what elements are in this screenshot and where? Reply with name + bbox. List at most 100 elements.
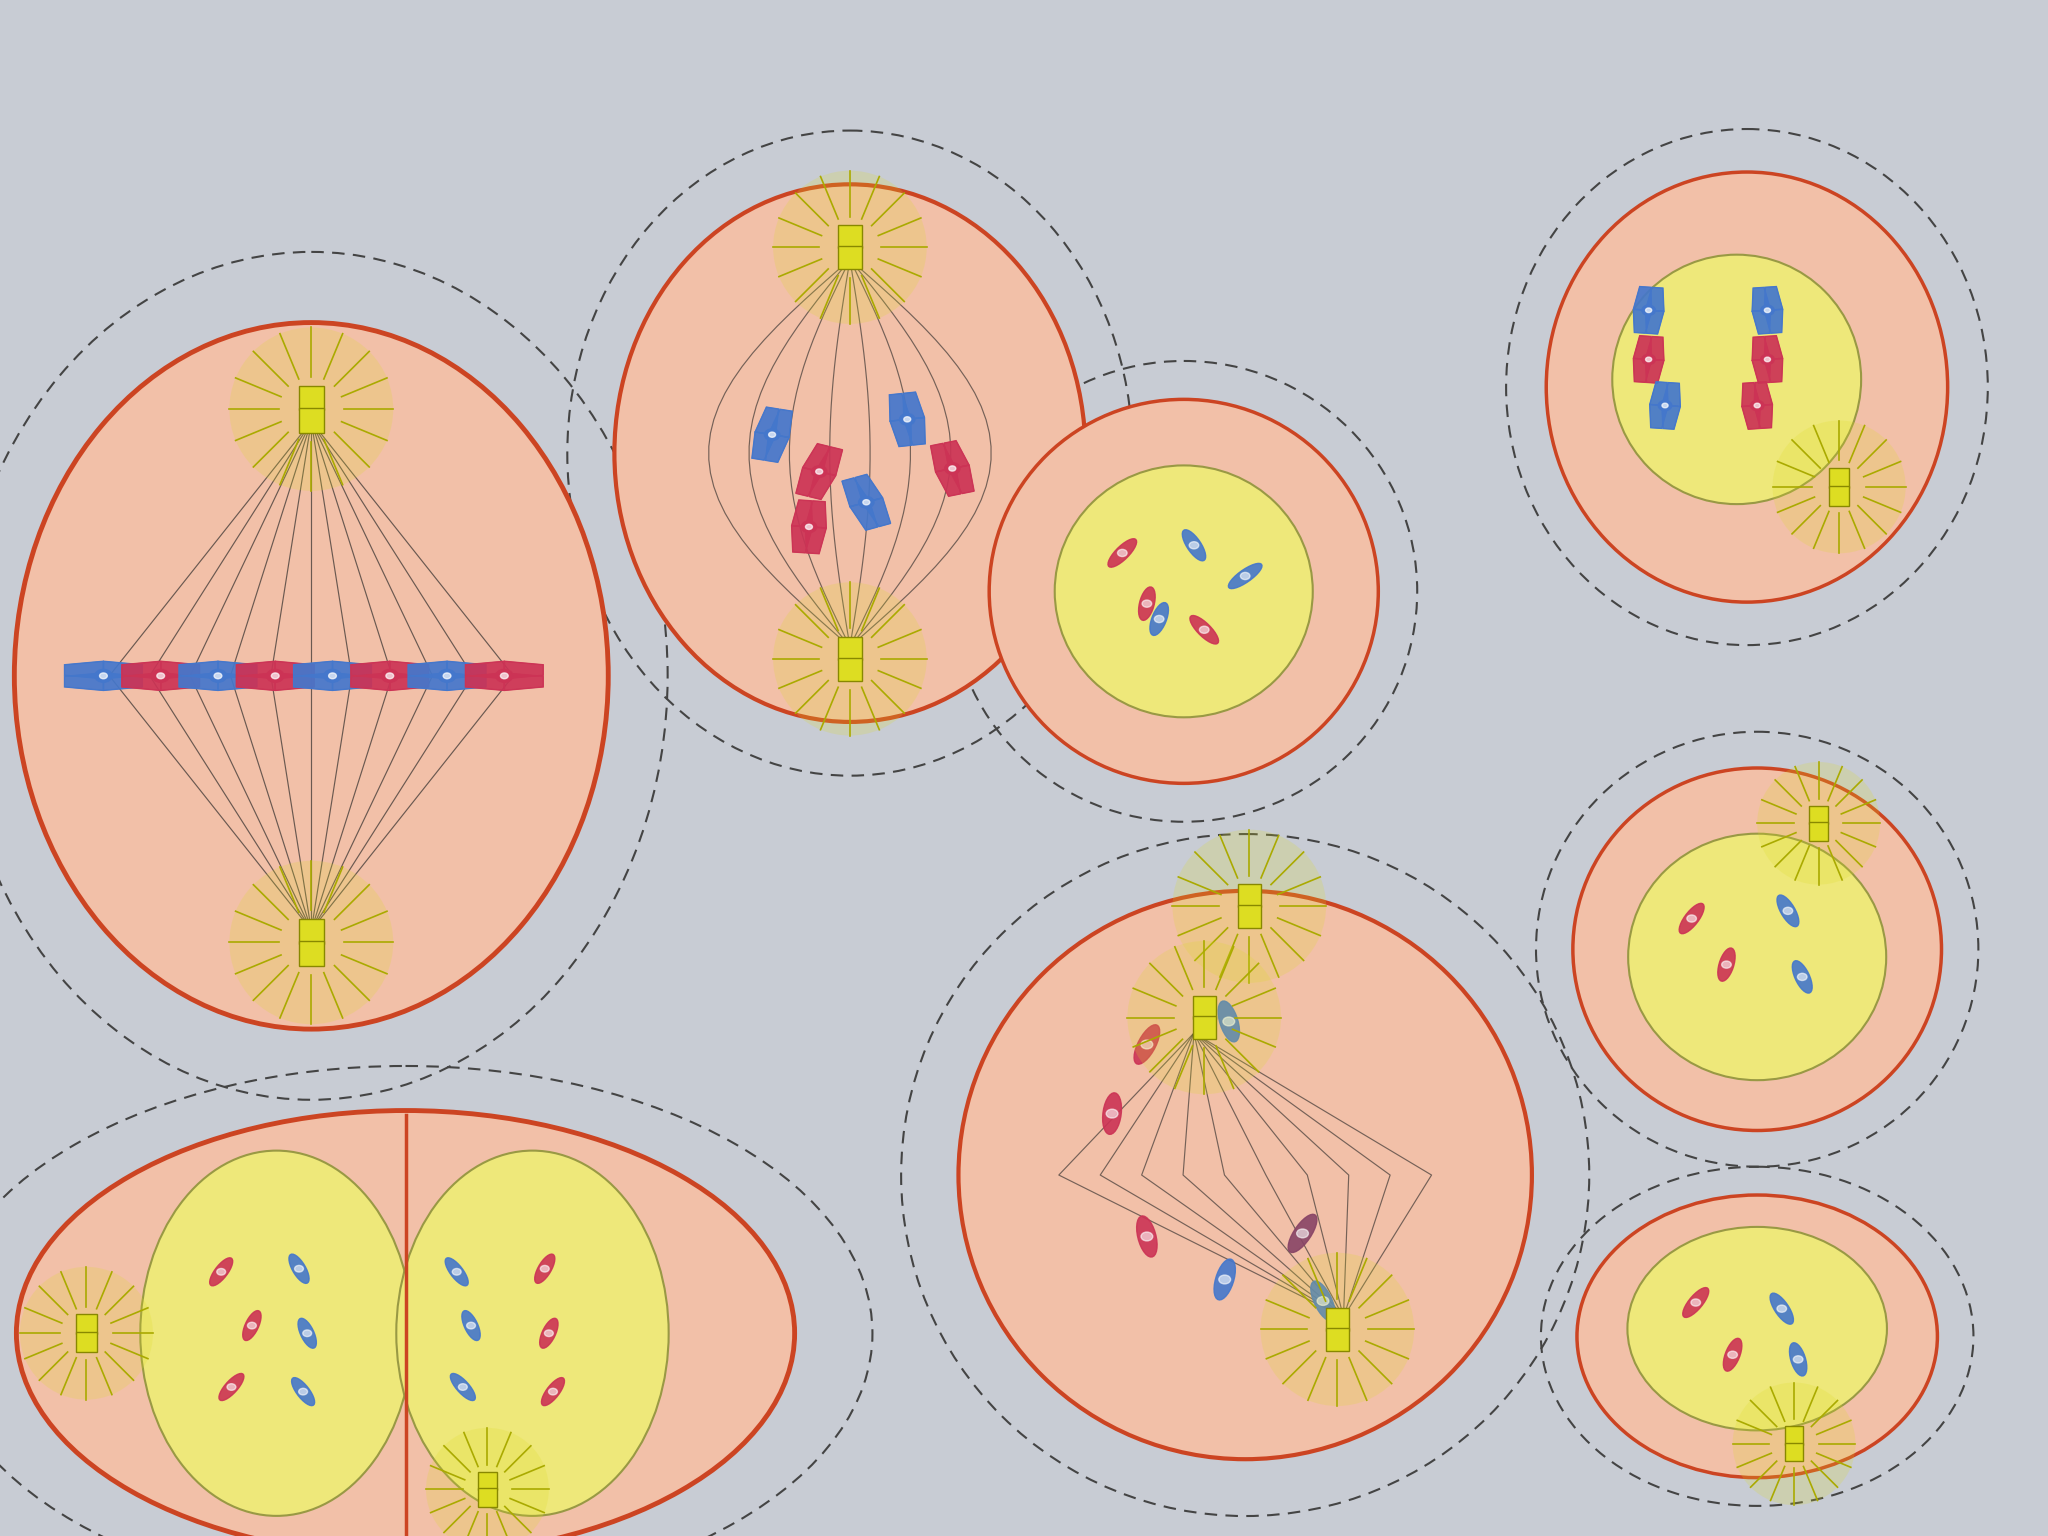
- Circle shape: [805, 524, 813, 530]
- Circle shape: [1798, 974, 1806, 980]
- Circle shape: [215, 673, 221, 679]
- Polygon shape: [856, 475, 883, 504]
- Polygon shape: [1182, 530, 1206, 561]
- Circle shape: [1317, 1296, 1329, 1306]
- Circle shape: [1647, 356, 1651, 362]
- Circle shape: [1200, 627, 1208, 633]
- Bar: [838, 657, 862, 680]
- Bar: [1808, 822, 1829, 840]
- Polygon shape: [1765, 358, 1782, 382]
- Circle shape: [152, 670, 170, 682]
- Circle shape: [1729, 1352, 1737, 1358]
- Polygon shape: [244, 1310, 260, 1341]
- Bar: [838, 637, 862, 660]
- Circle shape: [1784, 908, 1792, 914]
- Polygon shape: [1663, 382, 1679, 407]
- Circle shape: [209, 670, 227, 682]
- Polygon shape: [756, 407, 778, 435]
- Bar: [838, 246, 862, 269]
- Ellipse shape: [1577, 1195, 1937, 1478]
- Circle shape: [1141, 1232, 1153, 1241]
- Circle shape: [1223, 1017, 1235, 1026]
- Circle shape: [1155, 616, 1163, 622]
- Polygon shape: [1647, 310, 1663, 333]
- Ellipse shape: [16, 1111, 795, 1536]
- Polygon shape: [1679, 903, 1704, 934]
- Polygon shape: [1229, 564, 1262, 588]
- Polygon shape: [1149, 602, 1169, 636]
- Polygon shape: [504, 662, 543, 679]
- Circle shape: [858, 496, 874, 508]
- Circle shape: [158, 673, 164, 679]
- Ellipse shape: [1733, 1382, 1855, 1505]
- Ellipse shape: [1628, 1227, 1886, 1430]
- Polygon shape: [809, 470, 836, 499]
- Circle shape: [248, 1322, 256, 1329]
- Bar: [299, 409, 324, 433]
- Polygon shape: [446, 673, 485, 691]
- Polygon shape: [891, 419, 911, 447]
- Circle shape: [381, 670, 399, 682]
- Polygon shape: [332, 673, 371, 691]
- Polygon shape: [389, 662, 428, 679]
- Bar: [1325, 1307, 1350, 1330]
- Circle shape: [1751, 401, 1763, 410]
- Bar: [76, 1315, 96, 1335]
- Polygon shape: [408, 662, 446, 679]
- Polygon shape: [1102, 1092, 1122, 1135]
- Ellipse shape: [774, 170, 926, 324]
- Polygon shape: [121, 662, 160, 679]
- Polygon shape: [1137, 1217, 1157, 1256]
- Circle shape: [100, 673, 106, 679]
- Polygon shape: [293, 673, 332, 691]
- Polygon shape: [948, 465, 975, 493]
- Bar: [477, 1488, 498, 1507]
- Polygon shape: [1743, 406, 1759, 429]
- Polygon shape: [121, 673, 160, 691]
- Ellipse shape: [141, 1150, 414, 1516]
- Bar: [838, 226, 862, 249]
- Polygon shape: [1634, 287, 1651, 310]
- Polygon shape: [889, 393, 911, 421]
- Ellipse shape: [958, 891, 1532, 1459]
- Circle shape: [295, 1266, 303, 1272]
- Polygon shape: [463, 1310, 479, 1341]
- Polygon shape: [289, 1253, 309, 1284]
- Polygon shape: [541, 1378, 565, 1405]
- Circle shape: [801, 521, 817, 533]
- Circle shape: [1753, 402, 1759, 409]
- Circle shape: [1118, 550, 1126, 556]
- Polygon shape: [944, 441, 969, 468]
- Polygon shape: [160, 662, 199, 679]
- Polygon shape: [236, 662, 274, 679]
- Polygon shape: [350, 662, 389, 679]
- Polygon shape: [1135, 1025, 1159, 1064]
- Polygon shape: [66, 662, 102, 679]
- Circle shape: [299, 1389, 307, 1395]
- Polygon shape: [217, 662, 256, 679]
- Ellipse shape: [20, 1267, 154, 1399]
- Polygon shape: [217, 673, 256, 691]
- Polygon shape: [1634, 358, 1651, 382]
- Polygon shape: [102, 673, 143, 691]
- Polygon shape: [1718, 948, 1735, 982]
- Bar: [76, 1332, 96, 1352]
- Polygon shape: [1792, 960, 1812, 994]
- Polygon shape: [1663, 406, 1679, 429]
- Polygon shape: [1311, 1281, 1335, 1321]
- Ellipse shape: [1772, 421, 1905, 553]
- Bar: [1808, 806, 1829, 825]
- Ellipse shape: [774, 582, 926, 736]
- Polygon shape: [389, 673, 428, 691]
- Polygon shape: [274, 662, 313, 679]
- Polygon shape: [1778, 895, 1798, 926]
- Polygon shape: [1753, 287, 1769, 312]
- Circle shape: [1761, 306, 1774, 315]
- Bar: [1325, 1329, 1350, 1352]
- Polygon shape: [1722, 1338, 1743, 1372]
- Polygon shape: [293, 662, 332, 679]
- Circle shape: [496, 670, 512, 682]
- Polygon shape: [752, 432, 776, 461]
- Polygon shape: [936, 468, 961, 496]
- Ellipse shape: [1757, 762, 1880, 885]
